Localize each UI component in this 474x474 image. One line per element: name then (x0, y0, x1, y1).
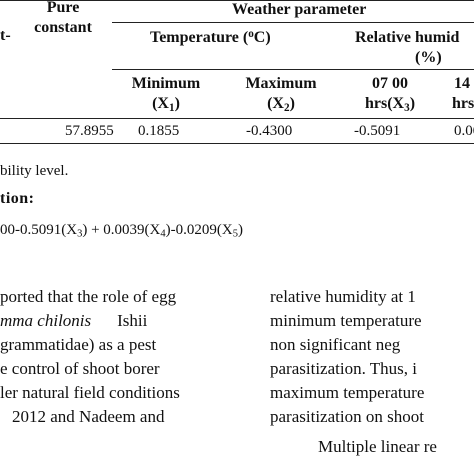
column-header-maximum: Maximum (X2) (245, 75, 317, 114)
left-text-column: ported that the role of egg mma chilonis… (0, 285, 230, 429)
header-bottom-rule (0, 118, 474, 119)
right-line-3: non significant neg (270, 335, 401, 354)
row-value-maximum: -0.4300 (246, 123, 293, 139)
right-line-2: minimum temperature (270, 311, 422, 330)
table-top-rule (0, 0, 474, 1)
right-text-column: relative humidity at 1 minimum temperatu… (270, 285, 474, 459)
column-header-14-hrs: 14 hrs( (452, 75, 474, 112)
right-line-6: parasitization on shoot (270, 407, 424, 426)
subheader-rule (112, 69, 474, 70)
left-line-1: ported that the role of egg (0, 287, 177, 306)
weather-parameter-rule (112, 22, 474, 23)
column-header-0700-hrs: 07 00 hrs(X3) (364, 75, 416, 114)
right-line-5: maximum temperature (270, 383, 425, 402)
relative-humidity-header: Relative humid (%) (355, 28, 474, 68)
pure-constant-header: Pure constant (18, 0, 108, 38)
row-value-minimum: 0.1855 (138, 123, 180, 139)
left-line-3: grammatidae) as a pest (0, 335, 157, 354)
left-line-4: e control of shoot borer (0, 359, 160, 378)
table-footnote: bility level. (0, 163, 69, 179)
left-line-5: ler natural field conditions (0, 383, 180, 402)
relative-humidity-line2: (%) (415, 49, 442, 66)
table-bottom-rule (0, 143, 474, 144)
left-line-6: 2012 and Nadeem and (12, 407, 165, 426)
row-pure-constant: 57.8955 (65, 123, 114, 139)
temperature-header: Temperature (oC) (150, 27, 271, 46)
col0-header-fragment: t- (0, 27, 11, 44)
left-line-2: mma chilonis Ishii (0, 311, 148, 330)
equation-label: tion: (0, 190, 35, 207)
regression-equation: 00-0.5091(X3) + 0.0039(X4)-0.0209(X5) (0, 222, 243, 240)
pure-constant-header-line2: constant (34, 19, 92, 36)
relative-humidity-line1: Relative humid (355, 29, 460, 46)
row-value-14-hrs: 0.00 (454, 123, 474, 139)
right-line-7: Multiple linear re (318, 437, 437, 456)
column-header-minimum: Minimum (X1) (131, 75, 201, 114)
right-line-4: parasitization. Thus, i (270, 359, 417, 378)
pure-constant-header-line1: Pure (46, 0, 80, 16)
row-value-0700-hrs: -0.5091 (354, 123, 401, 139)
weather-parameter-header: Weather parameter (232, 1, 367, 18)
right-line-1: relative humidity at 1 (270, 287, 416, 306)
